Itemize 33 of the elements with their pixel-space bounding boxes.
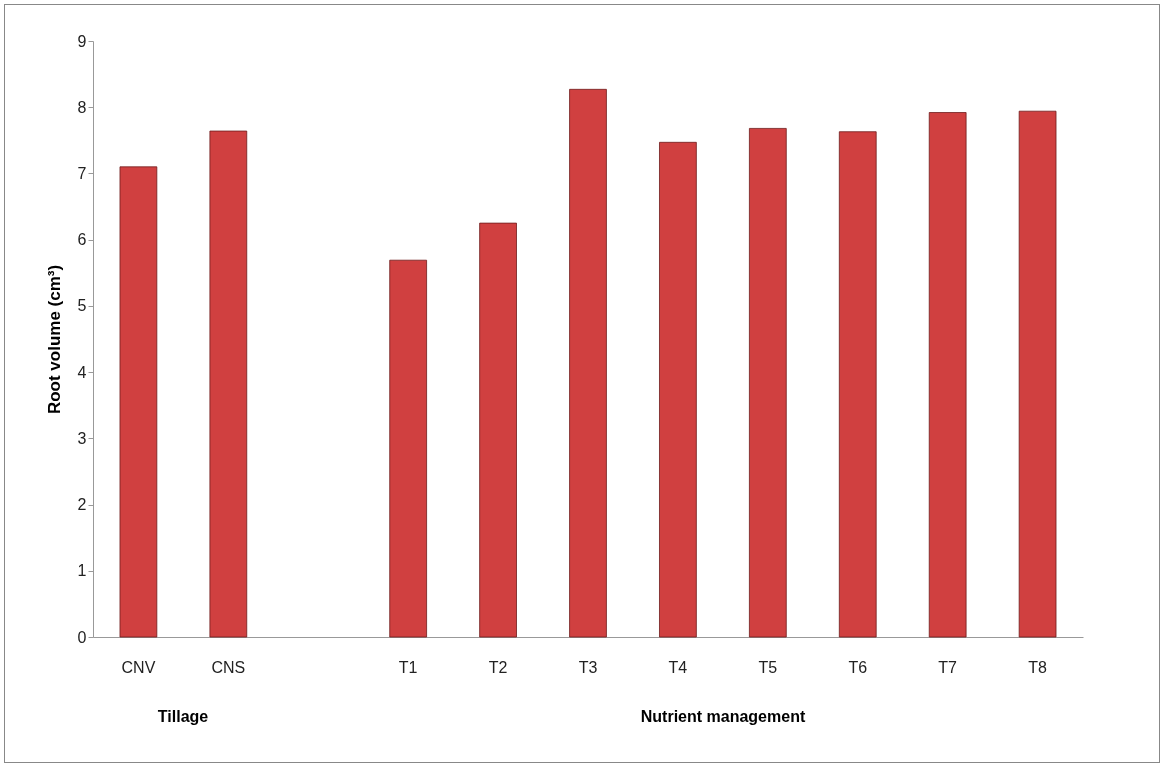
y-tick-label: 3 [77,429,87,447]
x-tick-label: T7 [938,658,958,676]
y-tick-label: 1 [77,562,87,580]
x-tick-label: T1 [398,658,418,676]
x-tick-label: T3 [578,658,598,676]
bar [838,131,877,638]
x-tick-label: T5 [758,658,778,676]
y-tick-label: 7 [77,164,87,182]
bar [659,141,697,638]
bar [209,130,248,638]
x-tick-label: T8 [1028,658,1048,676]
text: Nutrient management [640,708,806,725]
bar [1018,110,1057,638]
x-tick-label: CNV [121,658,156,676]
y-tick-label: 0 [77,628,87,646]
y-tick-label: 6 [77,231,87,249]
x-tick-label: T4 [668,658,688,676]
bar [749,128,787,638]
y-tick-label: 9 [77,32,87,50]
x-tick-label: CNS [211,658,246,676]
y-tick-label: 5 [77,297,87,315]
text: Tillage [157,708,209,725]
bar [119,166,158,638]
y-axis-title: Root volume (cm³) [44,264,64,415]
bar [479,222,517,638]
x-tick-label: T6 [848,658,868,676]
y-tick-label: 4 [77,363,87,381]
y-tick-label: 8 [77,98,87,116]
bar [928,112,967,638]
y-tick-label: 2 [77,496,87,514]
bar [569,88,607,638]
bar [389,259,427,638]
x-tick-label: T2 [488,658,508,676]
